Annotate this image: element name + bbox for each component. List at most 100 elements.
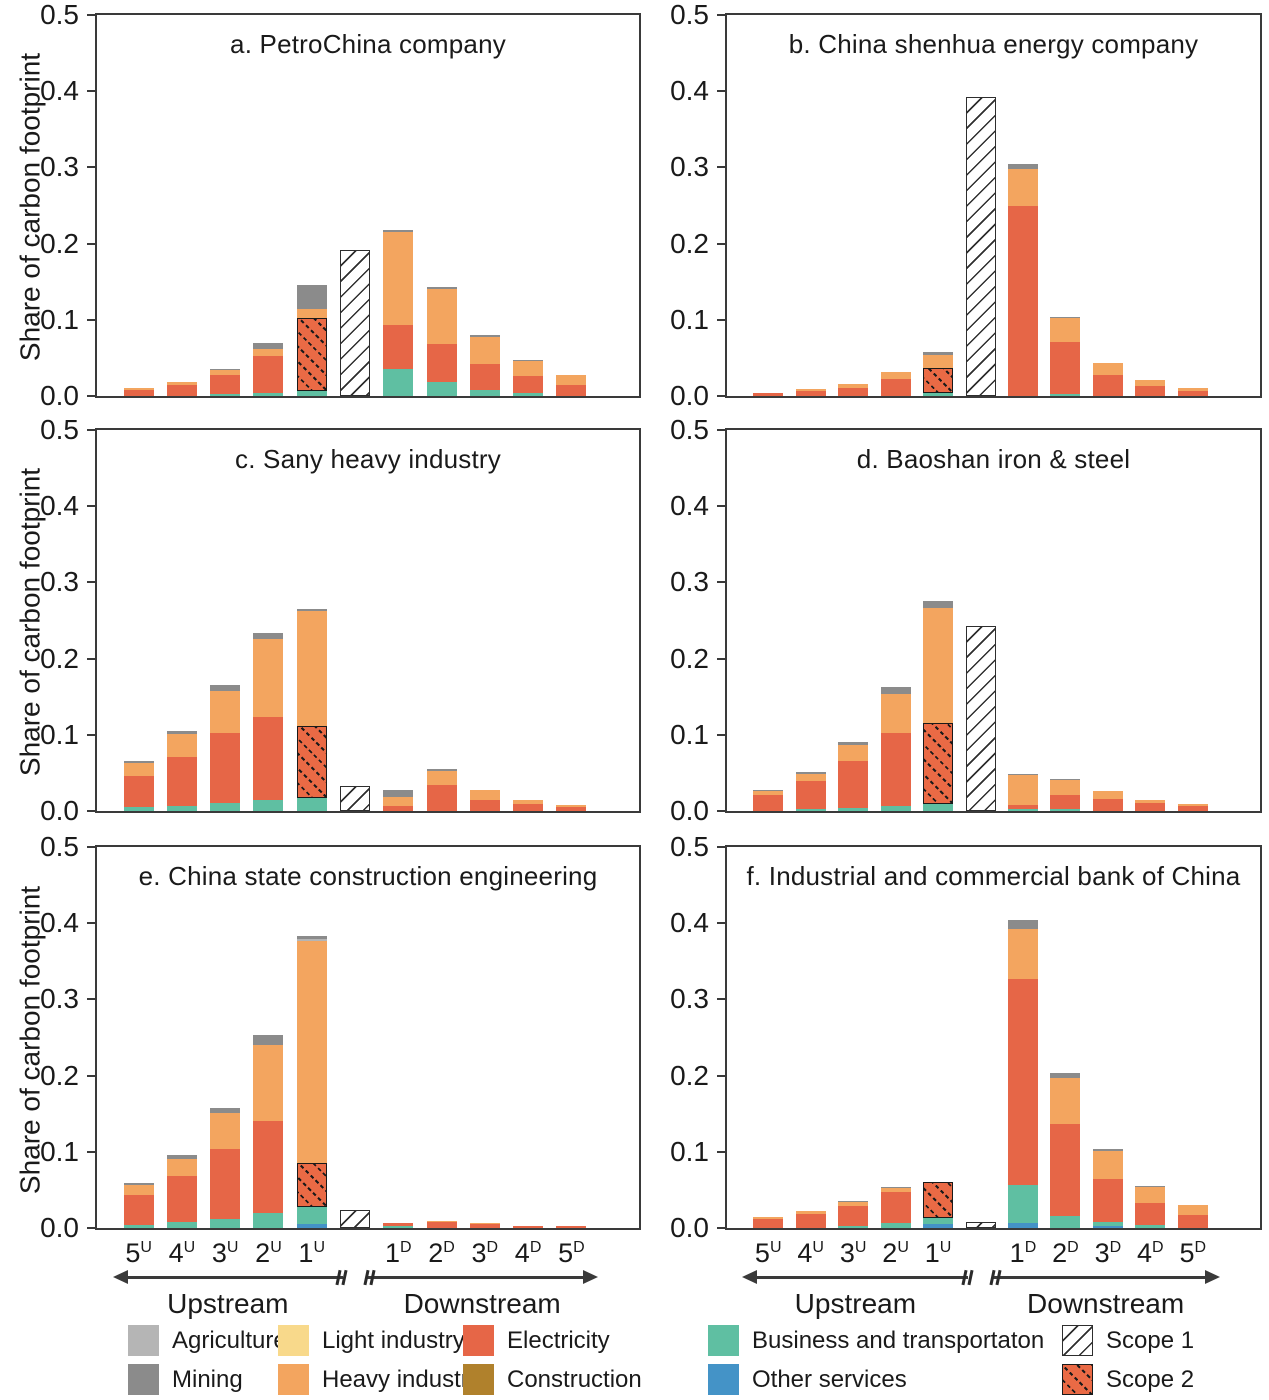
segment-electricity-e-3U	[210, 1148, 241, 1219]
segment-mining-a-3U	[210, 368, 241, 370]
y-tick-0.3	[717, 998, 725, 1001]
y-tick-label-0.1: 0.1	[670, 718, 709, 750]
y-tick-0.2	[87, 1074, 95, 1077]
segment-scope2-a-1U	[296, 317, 327, 391]
downstream-label: Downstream	[1027, 1288, 1185, 1319]
segment-heavy-d-2U	[880, 693, 911, 733]
axis-break-mark	[341, 1269, 348, 1285]
y-tick-label-0.0: 0.0	[670, 380, 709, 411]
segment-electricity-e-5U	[123, 1195, 154, 1225]
y-tick-0.4	[717, 505, 725, 508]
segment-scope2-b-1U	[923, 367, 954, 393]
x-tick-label-5U: 5U	[754, 1238, 782, 1268]
y-tick-0.5	[717, 846, 725, 848]
y-tick-0.1	[717, 733, 725, 736]
segment-mining-f-4D	[1135, 1186, 1166, 1187]
segment-mining-c-1U	[296, 609, 327, 612]
upstream-arrow-line	[125, 1276, 343, 1279]
x-tick-label-1D: 1D	[384, 1238, 412, 1268]
segment-business-d-2U	[880, 805, 911, 811]
y-tick-0.0	[87, 395, 95, 397]
legend-item-construction: Construction	[507, 1366, 642, 1393]
segment-heavy-b-3U	[838, 383, 869, 388]
segment-heavy-c-5D	[556, 804, 587, 808]
segment-heavy-d-4D	[1135, 799, 1166, 804]
segment-electricity-f-1D	[1007, 978, 1038, 1186]
y-tick-label-0.3: 0.3	[670, 983, 709, 1015]
segment-mining-d-2D	[1050, 779, 1081, 780]
y-tick-label-0.4: 0.4	[40, 907, 79, 939]
upstream-arrowhead	[742, 1270, 758, 1284]
segment-electricity-c-4D	[513, 804, 544, 811]
y-tick-0.5	[87, 429, 95, 431]
segment-heavy-d-3U	[838, 745, 869, 762]
segment-electricity-e-5D	[556, 1226, 587, 1228]
segment-business-a-1U	[296, 390, 327, 396]
y-tick-label-0.0: 0.0	[40, 1212, 79, 1243]
y-tick-0.1	[87, 733, 95, 736]
segment-electricity-a-3D	[469, 364, 500, 390]
segment-electricity-a-2D	[426, 344, 457, 383]
segment-electricity-f-3U	[838, 1205, 869, 1226]
segment-business-b-1U	[923, 392, 954, 396]
segment-heavy-d-2D	[1050, 779, 1081, 795]
y-tick-label-0.2: 0.2	[670, 1059, 709, 1091]
segment-business-e-3U	[210, 1218, 241, 1228]
segment-heavy-d-1D	[1007, 775, 1038, 805]
segment-other-e-1U	[296, 1224, 327, 1228]
segment-heavy-d-3D	[1092, 791, 1123, 799]
y-tick-0.5	[87, 846, 95, 848]
downstream-arrow-line	[367, 1276, 585, 1279]
segment-business-f-3D	[1092, 1221, 1123, 1227]
segment-business-f-3U	[838, 1225, 869, 1228]
segment-mining-f-3D	[1092, 1148, 1123, 1152]
segment-mining-c-3U	[210, 685, 241, 691]
segment-business-e-5U	[123, 1224, 154, 1228]
segment-heavy-a-3D	[469, 336, 500, 364]
segment-heavy-f-3D	[1092, 1151, 1123, 1180]
segment-mining-c-4U	[166, 731, 197, 735]
segment-heavy-f-2U	[880, 1187, 911, 1193]
segment-heavy-b-1D	[1007, 168, 1038, 206]
y-tick-label-0.2: 0.2	[670, 642, 709, 674]
segment-mining-c-1D	[383, 789, 414, 797]
y-tick-label-0.1: 0.1	[40, 718, 79, 750]
x-tick-label-3D: 3D	[471, 1238, 499, 1268]
x-tick-label-4U: 4U	[797, 1238, 824, 1268]
segment-heavy-b-4U	[795, 389, 826, 391]
segment-mining-c-2D	[426, 769, 457, 771]
y-tick-label-0.5: 0.5	[670, 0, 709, 30]
y-tick-0.2	[87, 242, 95, 245]
segment-electricity-d-3D	[1092, 798, 1123, 811]
segment-business-c-3U	[210, 803, 241, 811]
segment-business-c-5U	[123, 807, 154, 811]
y-tick-0.4	[87, 922, 95, 925]
segment-electricity-c-2U	[253, 716, 284, 801]
segment-business-c-4U	[166, 805, 197, 811]
y-tick-0.0	[717, 395, 725, 397]
segment-mining-e-2U	[253, 1035, 284, 1046]
segment-electricity-c-1D	[383, 805, 414, 811]
segment-agriculture-e-1U	[296, 939, 327, 941]
y-tick-label-0.4: 0.4	[670, 490, 709, 522]
segment-electricity-b-4D	[1135, 386, 1166, 396]
y-tick-label-0.5: 0.5	[670, 831, 709, 862]
panel-c-plot: c. Sany heavy industry 0.0 0.1 0.2 0.3 0.4 0.…	[40, 414, 641, 826]
x-tick-label-4D: 4D	[514, 1238, 542, 1268]
segment-electricity-f-4D	[1135, 1202, 1166, 1225]
segment-heavy-f-4U	[795, 1210, 826, 1215]
segment-heavy-f-1D	[1007, 929, 1038, 979]
segment-heavy-e-3U	[210, 1112, 241, 1149]
panel-c-title: c. Sany heavy industry	[235, 444, 501, 474]
legend-item-heavy-industry: Heavy industry	[322, 1366, 481, 1393]
y-tick-0.3	[87, 581, 95, 584]
panel-a-title: a. PetroChina company	[230, 29, 506, 59]
x-tick-label-2D: 2D	[1052, 1238, 1079, 1268]
segment-electricity-a-3U	[210, 374, 241, 395]
segment-mining-c-5U	[123, 760, 154, 763]
y-tick-label-0.1: 0.1	[670, 1135, 709, 1167]
segment-heavy-c-3U	[210, 690, 241, 734]
segment-business-a-1D	[383, 368, 414, 396]
panel-b-plot: b. China shenhua energy company 0.0 0.1 0.…	[670, 0, 1262, 411]
segment-business-f-1U	[923, 1218, 954, 1225]
